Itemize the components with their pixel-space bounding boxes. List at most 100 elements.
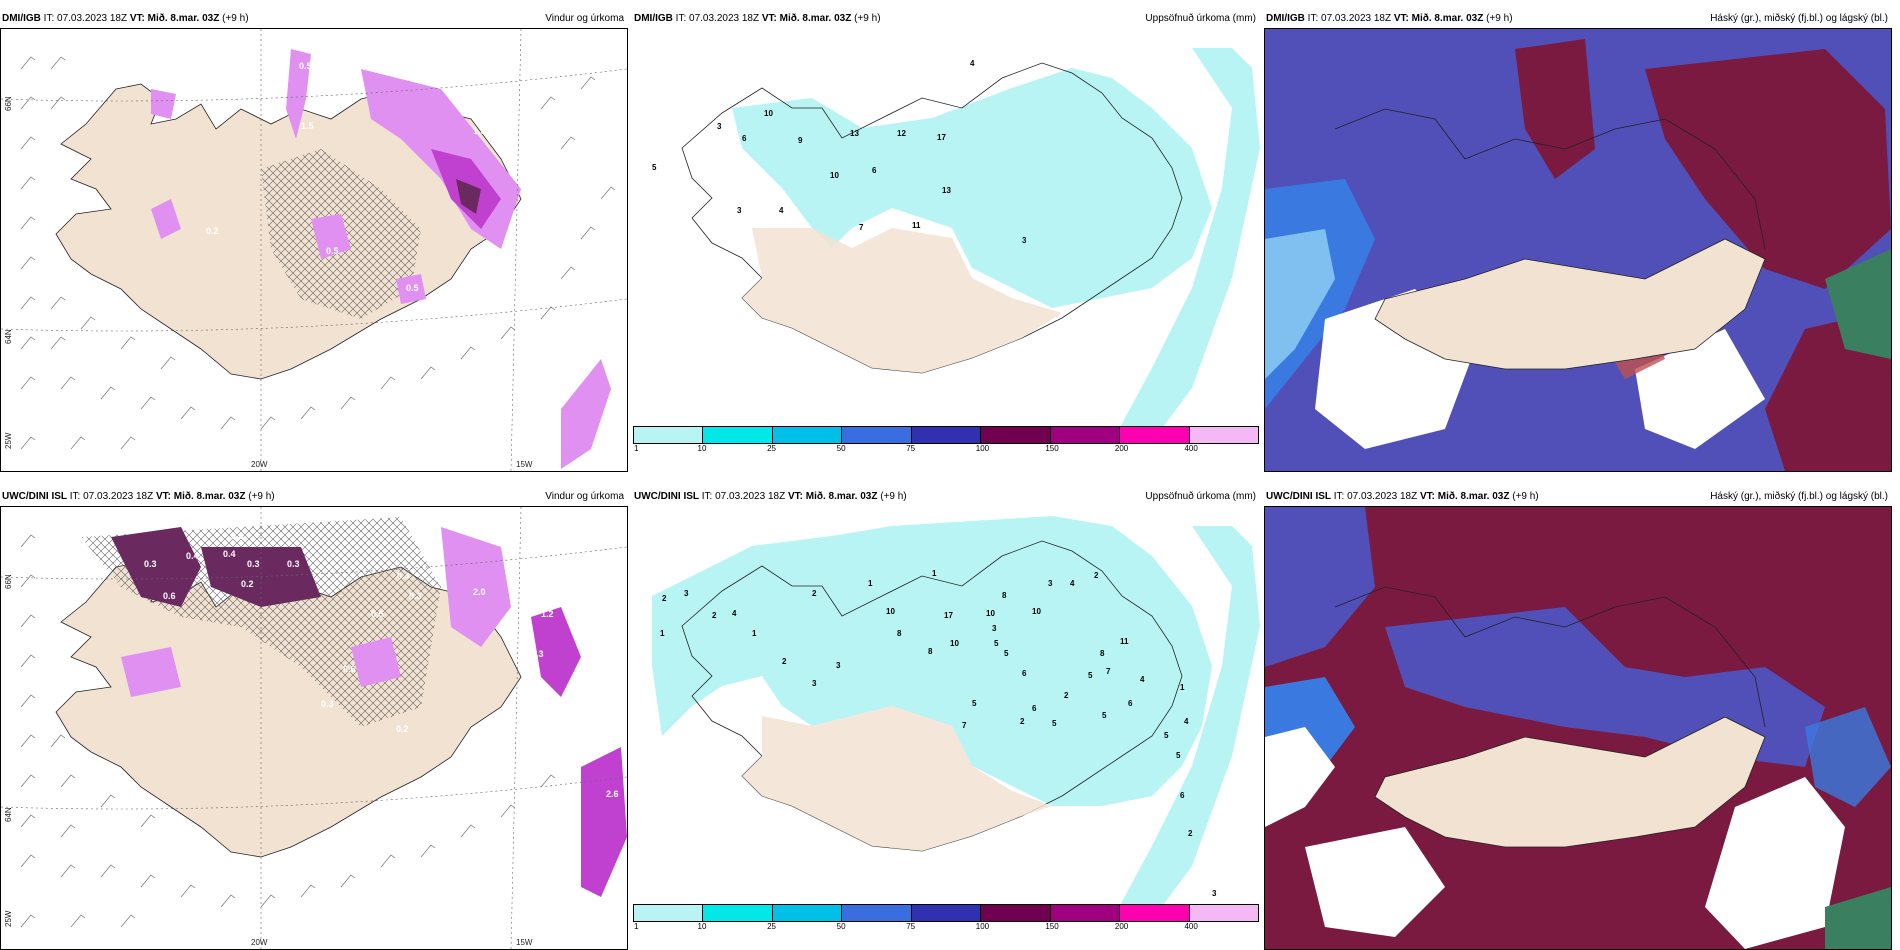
- colorbar-swatch: [981, 427, 1051, 443]
- svg-text:4: 4: [970, 59, 975, 68]
- svg-text:6: 6: [1022, 669, 1027, 678]
- svg-text:15W: 15W: [516, 938, 533, 947]
- iceland-land: [1374, 716, 1766, 848]
- model-name: UWC/DINI ISL: [2, 491, 67, 502]
- valid-time: Mið. 8.mar. 03Z: [173, 491, 246, 502]
- svg-text:6: 6: [1180, 791, 1185, 800]
- lead-time: (+9 h): [880, 491, 907, 502]
- colorbar-swatch: [634, 427, 704, 443]
- svg-text:0.6: 0.6: [343, 664, 356, 674]
- colorbar-labels: 1 10 25 50 75 100 150 200 400: [633, 444, 1259, 456]
- svg-text:3: 3: [1022, 236, 1027, 245]
- colorbar-swatch: [1050, 427, 1121, 443]
- valid-time: Mið. 8.mar. 03Z: [147, 13, 220, 24]
- colorbar-label: 25: [767, 922, 777, 931]
- colorbar-label: 1: [634, 922, 639, 931]
- svg-text:0.3: 0.3: [231, 531, 244, 541]
- colorbar-swatch: [842, 905, 912, 921]
- colorbar-labels: 1 10 25 50 75 100 150 200 400: [633, 922, 1259, 934]
- panel-uwc-clouds: UWC/DINI ISL IT: 07.03.2023 18Z VT: Mið.…: [1264, 488, 1892, 950]
- panel-uwc-accum: UWC/DINI ISL IT: 07.03.2023 18Z VT: Mið.…: [632, 488, 1260, 950]
- panel-title: Uppsöfnuð úrkoma (mm): [1145, 491, 1256, 502]
- svg-text:3: 3: [684, 589, 689, 598]
- colorbar-label: 50: [836, 922, 846, 931]
- svg-text:0.4: 0.4: [566, 579, 579, 589]
- colorbar-label: 200: [1114, 922, 1129, 931]
- map-accum-precip: 2 3 2 4 1 2 1 1 10 17 10 10 5 8 8 10 3 5…: [632, 506, 1260, 950]
- svg-text:2: 2: [1094, 571, 1099, 580]
- svg-text:5: 5: [652, 163, 657, 172]
- grid-lines: [1, 29, 627, 471]
- svg-text:1.2: 1.2: [541, 609, 554, 619]
- svg-text:25W: 25W: [4, 432, 13, 449]
- colorbar-label: 50: [836, 444, 846, 453]
- precip-cells: [151, 49, 611, 469]
- svg-text:6: 6: [1032, 704, 1037, 713]
- svg-text:0.5: 0.5: [326, 246, 339, 256]
- wind-values: 0.3 0.4 0.3 0.3 0.6 0.3 0.4 0.3 0.2 0.4 …: [144, 531, 619, 799]
- iceland-land: [742, 228, 1062, 373]
- colorbar-swatch: [1120, 905, 1190, 921]
- svg-text:6: 6: [872, 166, 877, 175]
- panel-header: DMI/IGB IT: 07.03.2023 18Z VT: Mið. 8.ma…: [632, 10, 1260, 28]
- svg-text:3: 3: [717, 122, 722, 131]
- panel-dmi-accum: DMI/IGB IT: 07.03.2023 18Z VT: Mið. 8.ma…: [632, 10, 1260, 472]
- svg-text:3: 3: [1212, 889, 1217, 898]
- panel-title: Uppsöfnuð úrkoma (mm): [1145, 13, 1256, 24]
- panel-header: UWC/DINI ISL IT: 07.03.2023 18Z VT: Mið.…: [0, 488, 628, 506]
- init-time: 07.03.2023 18Z: [1347, 491, 1418, 502]
- valid-time: Mið. 8.mar. 03Z: [779, 13, 852, 24]
- accum-field: [732, 68, 1212, 308]
- map-svg: 66N 64N 25W 20W 15W 0.3 0.4 0.3 0.3 0.6 …: [1, 507, 627, 949]
- lead-time: (+9 h): [854, 13, 881, 24]
- init-time: 07.03.2023 18Z: [1321, 13, 1392, 24]
- colorbar-swatch: [1050, 905, 1121, 921]
- map-svg: 2 3 2 4 1 2 1 1 10 17 10 10 5 8 8 10 3 5…: [652, 516, 1260, 920]
- valid-time: Mið. 8.mar. 03Z: [1437, 491, 1510, 502]
- valid-time: Mið. 8.mar. 03Z: [1411, 13, 1484, 24]
- svg-text:1.0: 1.0: [521, 186, 534, 196]
- svg-text:1.5: 1.5: [301, 121, 314, 131]
- colorbar-swatch: [772, 427, 843, 443]
- colorbar: [633, 426, 1259, 444]
- svg-text:10: 10: [886, 607, 895, 616]
- colorbar-swatch: [703, 905, 773, 921]
- svg-text:17: 17: [944, 611, 953, 620]
- accum-values: 2 3 2 4 1 2 1 1 10 17 10 10 5 8 8 10 3 5…: [660, 569, 1217, 898]
- model-name: DMI/IGB: [2, 13, 41, 24]
- svg-text:13: 13: [850, 129, 859, 138]
- svg-text:2: 2: [1064, 691, 1069, 700]
- map-svg: [1265, 507, 1891, 949]
- svg-text:17: 17: [937, 133, 946, 142]
- svg-text:0.3: 0.3: [531, 649, 544, 659]
- svg-text:5: 5: [1164, 731, 1169, 740]
- svg-text:25W: 25W: [4, 910, 13, 927]
- accum-band: [1112, 526, 1260, 920]
- colorbar-label: 200: [1114, 444, 1129, 453]
- svg-text:2: 2: [1020, 717, 1025, 726]
- svg-text:64N: 64N: [4, 807, 13, 822]
- colorbar: [633, 904, 1259, 922]
- wind-barbs: [20, 56, 616, 450]
- svg-text:20W: 20W: [251, 460, 268, 469]
- colorbar-swatch: [634, 905, 704, 921]
- svg-text:0.3: 0.3: [287, 559, 300, 569]
- svg-text:0.5: 0.5: [371, 609, 384, 619]
- svg-text:1: 1: [932, 569, 937, 578]
- svg-text:66N: 66N: [4, 574, 13, 589]
- map-svg: [1265, 29, 1891, 471]
- svg-text:13: 13: [942, 186, 951, 195]
- svg-text:4: 4: [779, 206, 784, 215]
- map-wind-precip: 66N 64N 25W 20W 15W 0.3 0.4 0.3 0.3 0.6 …: [0, 506, 628, 950]
- colorbar-label: 75: [906, 444, 916, 453]
- svg-text:0.5: 0.5: [406, 283, 419, 293]
- colorbar-swatch: [1189, 427, 1258, 443]
- svg-text:10: 10: [986, 609, 995, 618]
- svg-text:4: 4: [732, 609, 737, 618]
- accum-band: [1112, 48, 1260, 442]
- precip-cells: [111, 527, 627, 897]
- svg-text:8: 8: [1002, 591, 1007, 600]
- svg-text:11: 11: [912, 221, 921, 230]
- svg-text:5: 5: [994, 639, 999, 648]
- colorbar-label: 75: [906, 922, 916, 931]
